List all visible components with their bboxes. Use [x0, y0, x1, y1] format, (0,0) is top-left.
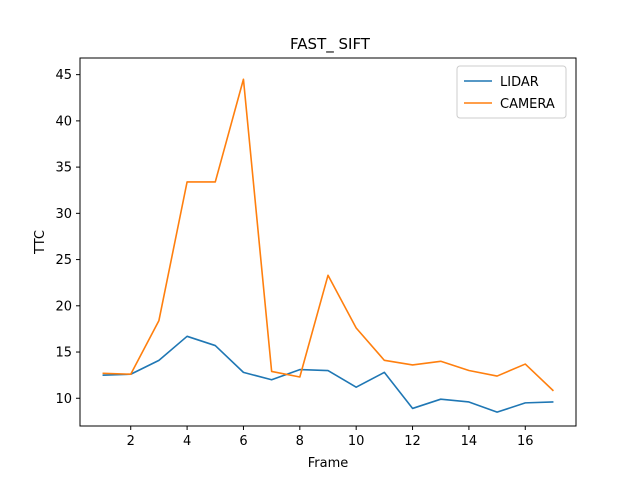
data-point-camera	[468, 369, 470, 371]
data-point-camera	[355, 327, 357, 329]
data-point-lidar	[383, 371, 385, 373]
chart-title: FAST_ SIFT	[290, 35, 371, 54]
data-point-camera	[186, 181, 188, 183]
x-tick-label: 8	[296, 434, 304, 449]
data-point-camera	[524, 363, 526, 365]
y-tick-label: 45	[55, 68, 72, 83]
legend-label-camera: CAMERA	[500, 97, 555, 112]
data-point-camera	[383, 359, 385, 361]
x-tick-label: 4	[183, 434, 191, 449]
legend-label-lidar: LIDAR	[500, 75, 539, 90]
data-point-camera	[130, 373, 132, 375]
data-point-camera	[242, 78, 244, 80]
data-point-lidar	[355, 386, 357, 388]
data-point-lidar	[270, 379, 272, 381]
data-point-lidar	[214, 344, 216, 346]
data-point-camera	[327, 274, 329, 276]
data-point-camera	[552, 390, 554, 392]
x-tick-label: 14	[461, 434, 478, 449]
series-line-lidar	[102, 335, 554, 413]
x-axis-label: Frame	[308, 456, 349, 471]
legend-box	[456, 65, 567, 119]
x-tick-label: 2	[127, 434, 135, 449]
series-camera	[101, 78, 555, 392]
y-tick-label: 40	[55, 114, 72, 129]
data-point-camera	[440, 360, 442, 362]
y-tick-label: 25	[55, 253, 72, 268]
data-point-lidar	[440, 398, 442, 400]
x-tick-label: 16	[517, 434, 534, 449]
data-point-lidar	[299, 368, 301, 370]
data-point-lidar	[496, 411, 498, 413]
x-tick-label: 10	[348, 434, 365, 449]
data-point-camera	[101, 372, 103, 374]
data-point-lidar	[186, 335, 188, 337]
x-tick-label: 6	[239, 434, 247, 449]
data-point-camera	[214, 181, 216, 183]
series-layer	[101, 78, 555, 413]
y-axis-label: TTC	[33, 230, 48, 255]
x-tick-label: 12	[404, 434, 421, 449]
series-lidar	[102, 335, 554, 413]
data-point-lidar	[327, 369, 329, 371]
data-point-lidar	[411, 407, 413, 409]
y-tick-label: 20	[55, 299, 72, 314]
data-point-camera	[299, 376, 301, 378]
data-point-lidar	[468, 401, 470, 403]
data-point-lidar	[158, 359, 160, 361]
y-axis-ticks: 10 15 20 25 30 35 40 45	[55, 68, 80, 407]
y-tick-label: 15	[55, 346, 72, 361]
x-axis-ticks: 2 4 6 8 10 12 14 16	[127, 426, 534, 449]
data-point-lidar	[242, 371, 244, 373]
data-point-camera	[270, 370, 272, 372]
data-point-camera	[411, 364, 413, 366]
data-point-camera	[158, 319, 160, 321]
y-tick-label: 10	[55, 392, 72, 407]
legend: LIDAR CAMERA	[456, 65, 567, 119]
axes-frame	[79, 57, 577, 427]
data-point-camera	[496, 375, 498, 377]
series-line-camera	[102, 78, 555, 392]
data-point-lidar	[524, 402, 526, 404]
y-tick-label: 35	[55, 161, 72, 176]
data-point-lidar	[552, 401, 554, 403]
y-tick-label: 30	[55, 207, 72, 222]
